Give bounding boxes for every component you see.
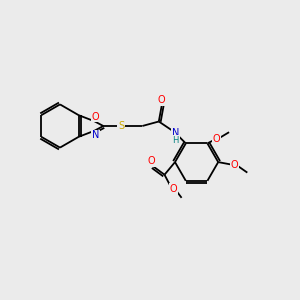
Text: H: H	[172, 136, 179, 145]
Text: N: N	[92, 130, 99, 140]
Text: O: O	[148, 156, 155, 166]
Text: O: O	[170, 184, 177, 194]
Text: O: O	[231, 160, 238, 170]
Text: O: O	[158, 95, 166, 105]
Text: O: O	[92, 112, 99, 122]
Text: O: O	[213, 134, 220, 144]
Text: S: S	[118, 121, 124, 131]
Text: N: N	[172, 128, 179, 138]
